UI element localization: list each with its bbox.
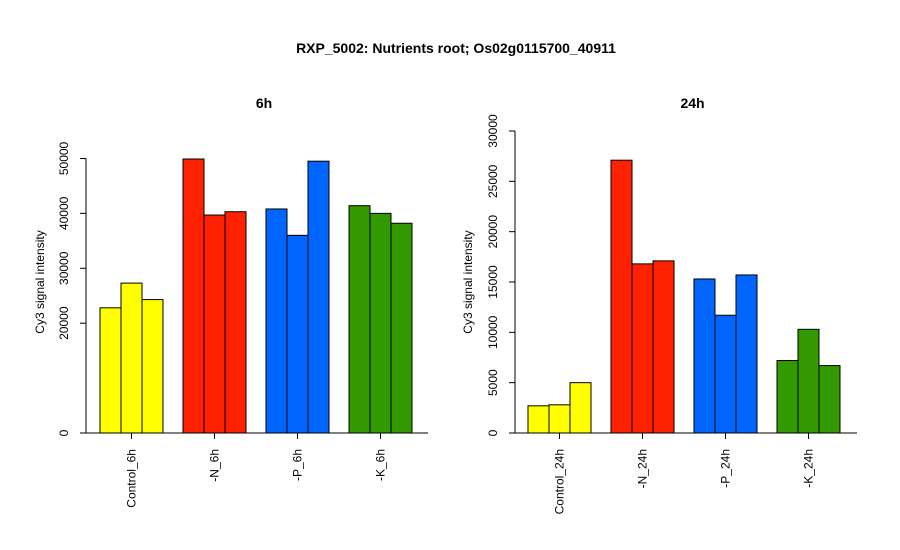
y-tick-label: 30000 bbox=[57, 251, 71, 285]
bar bbox=[141, 299, 164, 434]
x-tick-label: Control_6h bbox=[125, 449, 139, 508]
y-tick-label: 25000 bbox=[486, 164, 500, 198]
bar bbox=[631, 263, 654, 434]
bar bbox=[818, 365, 841, 434]
bar bbox=[224, 211, 247, 434]
y-tick-label: 40000 bbox=[57, 196, 71, 230]
x-tick-label: -N_6h bbox=[208, 449, 222, 482]
bar bbox=[265, 208, 288, 434]
panel-title: 24h bbox=[680, 95, 704, 111]
bar bbox=[203, 214, 226, 434]
bar bbox=[307, 160, 330, 434]
y-tick-label: 30000 bbox=[486, 114, 500, 148]
panel-0: 6h 0 20000 30000 40000 50000 Cy3 signal intens… bbox=[33, 95, 428, 508]
bar bbox=[776, 360, 799, 434]
x-tick-label: -P_6h bbox=[291, 449, 305, 481]
x-tick-label: -N_24h bbox=[636, 449, 650, 488]
bar bbox=[348, 205, 371, 434]
bar bbox=[548, 404, 571, 434]
bar bbox=[610, 159, 633, 434]
bar bbox=[527, 405, 550, 434]
y-tick-label: 5000 bbox=[486, 369, 500, 396]
bar bbox=[390, 222, 413, 434]
y-axis-label: Cy3 signal intensity bbox=[461, 230, 475, 333]
bar bbox=[120, 282, 143, 434]
bar bbox=[99, 307, 122, 434]
y-tick-label: 20000 bbox=[486, 215, 500, 249]
x-tick-label: -P_24h bbox=[719, 449, 733, 488]
y-tick-label: 10000 bbox=[486, 315, 500, 349]
y-tick-label: 20000 bbox=[57, 306, 71, 340]
bar bbox=[652, 260, 675, 434]
bar bbox=[735, 274, 758, 434]
y-tick-label: 0 bbox=[57, 429, 71, 436]
bar bbox=[286, 234, 309, 434]
panel-1: 24h 0 5000 10000 15000 20000 25000 30000 Cy3 sig… bbox=[461, 95, 857, 514]
bar bbox=[693, 278, 716, 434]
x-tick-label: -K_6h bbox=[374, 449, 388, 481]
panel-title: 6h bbox=[256, 95, 272, 111]
bar bbox=[797, 328, 820, 434]
bar bbox=[714, 314, 737, 434]
y-tick-label: 50000 bbox=[57, 141, 71, 175]
bar bbox=[182, 158, 205, 434]
x-tick-label: -K_24h bbox=[802, 449, 816, 488]
y-tick-label: 15000 bbox=[486, 265, 500, 299]
y-axis-label: Cy3 signal intensity bbox=[33, 230, 47, 333]
y-tick-label: 0 bbox=[486, 429, 500, 436]
bar bbox=[369, 212, 392, 434]
x-tick-label: Control_24h bbox=[553, 449, 567, 514]
bar bbox=[569, 382, 592, 434]
main-title: RXP_5002: Nutrients root; Os02g0115700_4… bbox=[296, 40, 616, 56]
